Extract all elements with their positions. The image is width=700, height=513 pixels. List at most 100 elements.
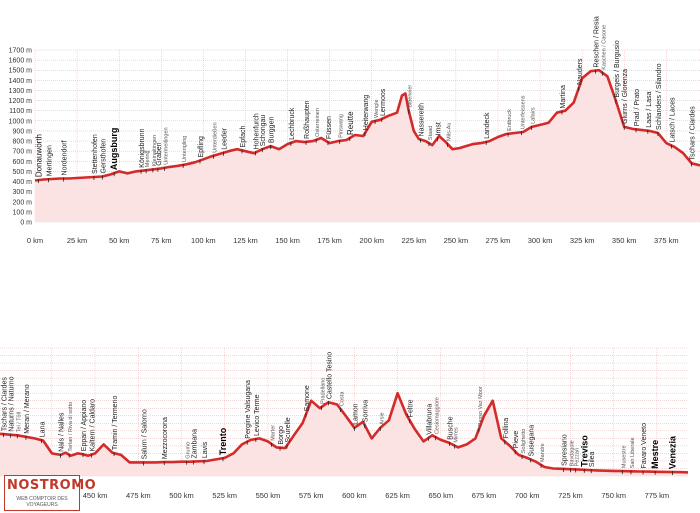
- y-tick-label: 1400 m: [9, 78, 33, 85]
- place-label: Mestre: [650, 440, 660, 469]
- x-tick-label: 250 km: [444, 236, 469, 245]
- place-label: Favaro Veneto: [641, 423, 648, 469]
- place-label: Glurns / Glorenza: [622, 69, 629, 124]
- place-label: San Liberale: [630, 437, 636, 468]
- place-label: Mils-Au: [447, 122, 453, 140]
- y-tick-label: 1700 m: [9, 48, 33, 55]
- y-tick-label: 1200 m: [9, 98, 33, 105]
- place-label: Leeder: [222, 127, 229, 149]
- place-label: Treviso: [579, 435, 589, 467]
- place-label: Untermeitingen: [164, 127, 170, 164]
- y-tick-label: 1500 m: [9, 68, 33, 75]
- x-tick-label: 725 km: [558, 491, 583, 500]
- place-label: Schlanders / Silandro: [656, 63, 663, 130]
- x-tick-label: 650 km: [428, 491, 453, 500]
- x-tick-label: 100 km: [191, 236, 216, 245]
- x-tick-label: 150 km: [275, 236, 300, 245]
- place-label: Salurn / Salorno: [142, 409, 149, 459]
- logo-subtitle: WEB COMPTOIR DES VOYAGEURS: [16, 496, 68, 508]
- x-tick-label: 225 km: [401, 236, 426, 245]
- place-label: Cesiomaggiore: [435, 397, 441, 434]
- place-label: Pieve: [513, 431, 520, 449]
- y-tick-label: 500 m: [13, 169, 33, 176]
- x-tick-label: 175 km: [317, 236, 342, 245]
- logo-name: NOSTROMO: [7, 478, 97, 493]
- x-tick-label: 475 km: [126, 491, 151, 500]
- place-label: Unterdießen: [213, 122, 219, 152]
- x-tick-label: 700 km: [515, 491, 540, 500]
- place-label: Castello Tesino: [326, 352, 333, 399]
- place-label: Levico Terme: [254, 394, 261, 436]
- x-tick-label: 625 km: [385, 491, 410, 500]
- y-tick-label: 200 m: [13, 199, 33, 206]
- place-label: Laas / Lasa: [646, 91, 653, 127]
- place-label: Susegana: [529, 425, 536, 457]
- place-label: Follina: [503, 418, 510, 439]
- place-label: Epfach: [240, 126, 247, 148]
- x-tick-label: 75 km: [151, 236, 171, 245]
- place-label: Füssen: [326, 116, 333, 139]
- place-label: Lana: [39, 422, 46, 438]
- place-label: Pinswang: [339, 114, 345, 138]
- place-label: Kaltern / Caldaro: [90, 399, 97, 452]
- place-label: Gersthofen: [100, 139, 107, 174]
- place-label: Silea: [589, 451, 596, 467]
- x-tick-label: 525 km: [212, 491, 237, 500]
- place-label: Reutte: [346, 111, 355, 135]
- x-tick-label: 500 km: [169, 491, 194, 500]
- place-label: Lechbruck: [289, 107, 296, 140]
- place-label: Augsburg: [109, 128, 119, 171]
- place-label: Mertingen: [47, 145, 54, 176]
- place-label: Roßhaupten: [304, 100, 311, 139]
- place-label: Mandre: [540, 443, 546, 462]
- place-label: Nals / Nalles: [59, 412, 66, 452]
- place-label: Passo Vaz Moor: [478, 386, 484, 426]
- place-label: Marter: [270, 425, 276, 441]
- place-label: Osterreinen: [315, 108, 321, 137]
- place-label: Terlan / Riva di sotto: [68, 402, 74, 452]
- place-label: Mering: [145, 150, 151, 167]
- place-label: Spresiano: [562, 434, 569, 466]
- place-label: Pezzan: [575, 448, 581, 466]
- place-label: Burgeis / Burgusio: [614, 40, 621, 97]
- place-label: Meran / Merano: [24, 384, 31, 434]
- place-label: Busche: [447, 416, 454, 439]
- y-tick-label: 1100 m: [9, 108, 32, 115]
- place-label: Schongau: [260, 115, 267, 147]
- x-tick-label: 575 km: [299, 491, 324, 500]
- y-tick-label: 1600 m: [9, 58, 33, 65]
- place-label: Epfling: [198, 136, 205, 158]
- place-label: Villabruna: [427, 404, 434, 435]
- place-label: Lavis: [202, 441, 209, 458]
- place-label: Arsie: [379, 412, 385, 425]
- place-label: Borgo: [278, 426, 285, 445]
- place-label: Bavdagole: [570, 440, 576, 466]
- place-label: Mirres: [454, 427, 460, 443]
- place-label: Feltre: [408, 399, 415, 417]
- place-label: Hohenfurch: [253, 113, 260, 149]
- y-tick-label: 700 m: [13, 149, 33, 156]
- y-tick-label: 900 m: [13, 128, 33, 135]
- place-label: Grumo: [186, 442, 192, 459]
- x-tick-label: 125 km: [233, 236, 258, 245]
- x-tick-label: 325 km: [570, 236, 595, 245]
- place-label: Heiterwang: [363, 95, 370, 131]
- place-label: Costa: [339, 391, 345, 406]
- place-label: Prad / Prato: [634, 89, 641, 126]
- x-tick-label: 750 km: [601, 491, 626, 500]
- x-tick-label: 200 km: [359, 236, 384, 245]
- place-label: Samone: [304, 385, 311, 411]
- place-label: Nordendorf: [62, 140, 69, 175]
- place-label: Sorriva: [363, 400, 370, 422]
- place-label: Donauwörth: [34, 134, 43, 177]
- place-label: Lafairs: [531, 107, 537, 124]
- place-label: Musestre: [621, 445, 627, 468]
- place-label: Zambana: [192, 429, 199, 459]
- x-tick-label: 675 km: [472, 491, 497, 500]
- place-label: Kleinaitingen: [152, 135, 158, 167]
- place-label: Königsbrunn: [139, 128, 146, 167]
- y-tick-label: 100 m: [13, 209, 33, 216]
- nostromo-logo: NOSTROMO WEB COMPTOIR DES VOYAGEURS: [4, 475, 97, 511]
- place-label: Trento: [218, 427, 228, 455]
- place-label: Entbruck: [507, 109, 513, 131]
